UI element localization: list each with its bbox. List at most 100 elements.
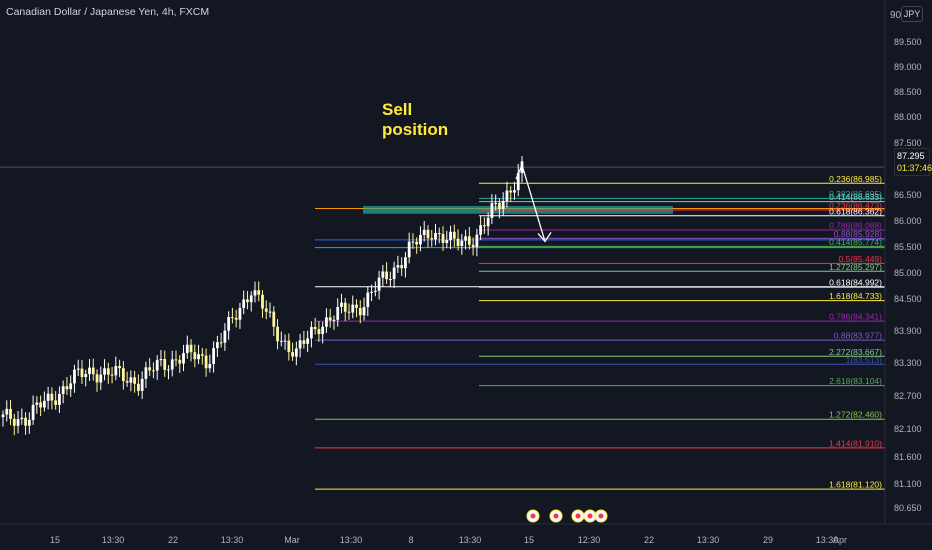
candle[interactable] — [204, 355, 208, 369]
candle[interactable] — [426, 229, 430, 239]
candle[interactable] — [437, 233, 441, 235]
candle[interactable] — [486, 217, 490, 227]
candle[interactable] — [404, 257, 407, 269]
candle[interactable] — [467, 236, 471, 245]
candle[interactable] — [388, 279, 392, 281]
candle[interactable] — [39, 402, 43, 408]
candle[interactable] — [42, 400, 46, 408]
candle[interactable] — [253, 290, 257, 296]
candle[interactable] — [5, 408, 9, 415]
candle[interactable] — [73, 369, 76, 384]
candle[interactable] — [362, 307, 366, 316]
candle[interactable] — [385, 271, 389, 280]
candle[interactable] — [200, 354, 204, 356]
candle[interactable] — [452, 231, 456, 239]
candle[interactable] — [513, 190, 516, 193]
candle[interactable] — [321, 326, 325, 335]
candle[interactable] — [148, 367, 152, 371]
candle[interactable] — [231, 317, 234, 319]
candle[interactable] — [185, 344, 189, 354]
candle[interactable] — [434, 233, 437, 240]
candle[interactable] — [464, 236, 467, 241]
candle[interactable] — [340, 302, 343, 307]
candle[interactable] — [516, 172, 520, 191]
candle[interactable] — [449, 231, 452, 241]
candle[interactable] — [159, 358, 163, 361]
candle[interactable] — [114, 366, 118, 376]
candle[interactable] — [12, 418, 16, 426]
candle[interactable] — [76, 368, 80, 370]
candle[interactable] — [332, 319, 336, 321]
candle[interactable] — [152, 370, 155, 372]
candle[interactable] — [103, 368, 106, 375]
candle[interactable] — [498, 202, 501, 209]
candle[interactable] — [84, 374, 88, 377]
candle[interactable] — [219, 342, 223, 344]
candle[interactable] — [298, 340, 302, 349]
candle[interactable] — [91, 367, 95, 375]
candle[interactable] — [1, 414, 5, 418]
candle[interactable] — [347, 311, 351, 313]
candle[interactable] — [501, 200, 505, 209]
candle[interactable] — [313, 327, 317, 330]
candle[interactable] — [276, 326, 279, 342]
candle[interactable] — [35, 402, 39, 405]
candle[interactable] — [343, 302, 347, 312]
candle[interactable] — [351, 304, 355, 313]
candle[interactable] — [197, 354, 200, 360]
candle[interactable] — [249, 295, 253, 303]
candle[interactable] — [24, 417, 27, 426]
candle[interactable] — [129, 377, 133, 383]
candle[interactable] — [366, 292, 370, 308]
candle[interactable] — [125, 381, 129, 383]
candle[interactable] — [223, 330, 227, 343]
candle[interactable] — [407, 241, 411, 258]
economic-events[interactable] — [526, 509, 608, 523]
candle[interactable] — [505, 190, 509, 201]
candle[interactable] — [69, 383, 73, 390]
candle[interactable] — [317, 329, 321, 335]
candle[interactable] — [287, 340, 291, 353]
candle[interactable] — [246, 299, 249, 303]
candle[interactable] — [133, 377, 137, 384]
candle[interactable] — [328, 317, 332, 321]
candle[interactable] — [54, 400, 58, 405]
candle[interactable] — [121, 368, 125, 382]
candle[interactable] — [392, 267, 396, 280]
currency-tag[interactable]: JPY — [901, 6, 923, 22]
candle[interactable] — [136, 383, 140, 391]
candle[interactable] — [430, 238, 434, 240]
candle[interactable] — [358, 307, 362, 316]
candle[interactable] — [88, 367, 91, 375]
candle[interactable] — [208, 363, 212, 369]
candle[interactable] — [65, 386, 69, 390]
candle[interactable] — [283, 340, 287, 342]
candle[interactable] — [494, 202, 498, 204]
candle[interactable] — [422, 229, 426, 235]
candle[interactable] — [396, 265, 400, 268]
candle[interactable] — [95, 374, 99, 383]
candle[interactable] — [268, 311, 272, 313]
candle[interactable] — [238, 307, 242, 320]
candle[interactable] — [264, 308, 268, 312]
candle[interactable] — [509, 190, 513, 193]
candle[interactable] — [80, 368, 84, 377]
candle[interactable] — [46, 393, 50, 401]
candle[interactable] — [155, 360, 159, 371]
candle[interactable] — [163, 358, 167, 370]
candle[interactable] — [182, 353, 185, 364]
candle[interactable] — [460, 240, 464, 247]
candle[interactable] — [170, 359, 174, 370]
candle[interactable] — [294, 348, 298, 357]
candle[interactable] — [178, 359, 182, 364]
candle[interactable] — [27, 419, 31, 426]
candle[interactable] — [9, 408, 12, 419]
candle[interactable] — [411, 241, 415, 243]
candle[interactable] — [242, 299, 246, 308]
candle[interactable] — [31, 404, 35, 420]
candle[interactable] — [20, 417, 24, 420]
candle[interactable] — [325, 317, 328, 327]
candle[interactable] — [479, 225, 483, 235]
candle[interactable] — [419, 234, 422, 245]
candle[interactable] — [61, 386, 65, 395]
